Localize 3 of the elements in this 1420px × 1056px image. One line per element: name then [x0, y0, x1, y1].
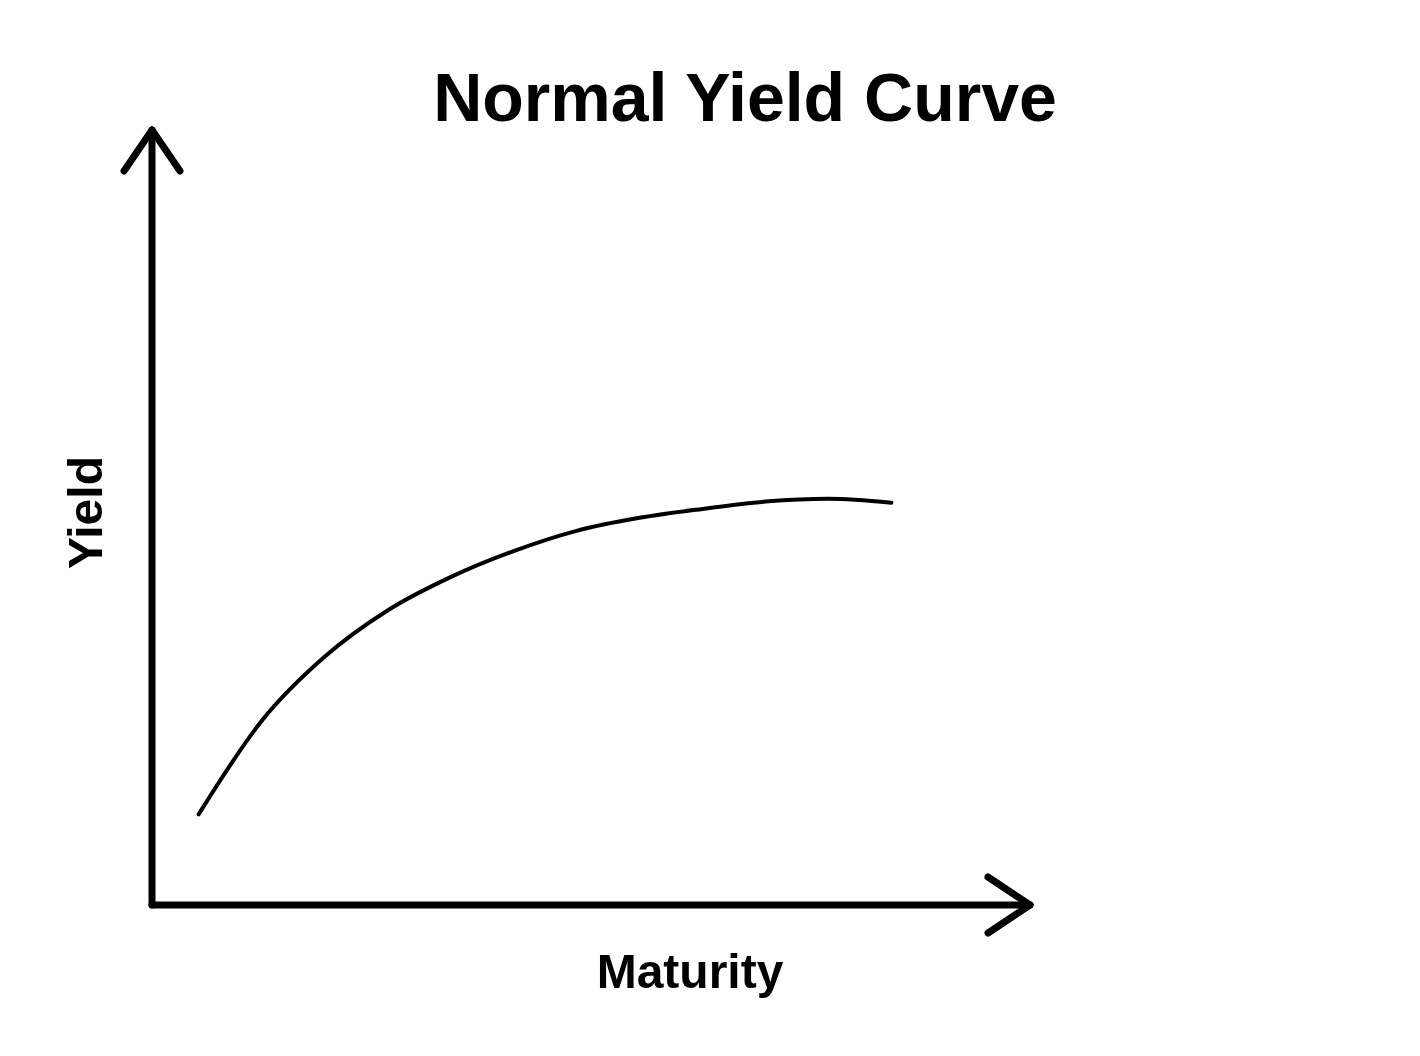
x-axis-title: Maturity	[595, 944, 785, 999]
chart-title: Normal Yield Curve	[432, 58, 1058, 136]
y-axis-title: Yield	[57, 455, 113, 571]
